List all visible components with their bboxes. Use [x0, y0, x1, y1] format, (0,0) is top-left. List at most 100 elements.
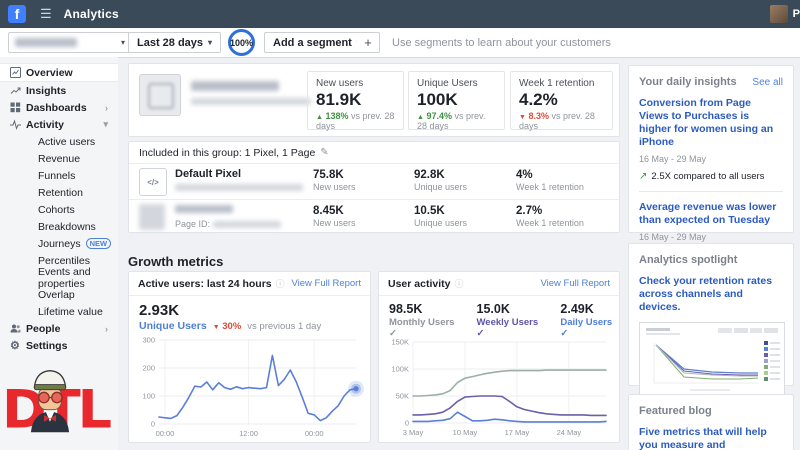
view-full-report-link[interactable]: View Full Report	[540, 278, 610, 289]
caret-down-icon: ▾	[208, 38, 213, 47]
featured-blog-link[interactable]: Five metrics that will help you measure …	[639, 426, 767, 450]
add-segment-plus-button[interactable]: +	[357, 32, 380, 53]
insights-icon	[10, 85, 26, 96]
unique-users-legend: Unique Users	[139, 320, 207, 332]
profile-name[interactable]: P	[792, 8, 800, 20]
sidebar-item-insights[interactable]: Insights	[0, 82, 118, 99]
summary-card-new-users: New users 81.9K ▲ 138% vs prev. 28 days	[307, 71, 404, 131]
sidebar-item-overview[interactable]: Overview	[0, 63, 118, 82]
active-users-chart-card: Active users: last 24 hours ⓘ View Full R…	[128, 271, 371, 443]
delta-down: ▼ 30%	[212, 321, 242, 332]
chevron-right-icon: ›	[105, 323, 108, 334]
svg-text:0: 0	[405, 419, 409, 428]
user-activity-line-chart[interactable]: 3 May 10 May 17 May 24 May 0 50K 100K 150K	[383, 336, 616, 438]
weekly-users-legend[interactable]: 15.0K Weekly Users ✓	[476, 302, 539, 339]
page-id-blurred	[213, 220, 282, 228]
people-icon	[10, 323, 26, 334]
add-segment-dropdown[interactable]: Add a segment ▾	[264, 32, 370, 53]
check-icon: ✓	[560, 328, 569, 339]
check-icon: ✓	[476, 328, 485, 339]
down-arrow-icon: ▼	[212, 324, 220, 331]
page-name-blurred	[175, 205, 233, 213]
svg-text:300: 300	[142, 336, 155, 345]
watermark-logo: DTL	[2, 370, 132, 450]
view-full-report-link[interactable]: View Full Report	[291, 278, 361, 289]
facebook-logo-icon[interactable]: f	[8, 5, 26, 23]
sidebar-item-activity[interactable]: Activity ▾	[0, 116, 118, 133]
svg-text:00:00: 00:00	[156, 429, 175, 438]
insight-link[interactable]: Conversion from Page Views to Purchases …	[639, 97, 774, 148]
sidebar-item-overlap[interactable]: Overlap	[38, 288, 75, 301]
entity-selector-dropdown[interactable]: ▾	[8, 32, 132, 53]
svg-text:12:00: 12:00	[239, 429, 258, 438]
activity-icon	[10, 119, 26, 130]
svg-text:00:00: 00:00	[305, 429, 324, 438]
watermark-cartoon-icon	[30, 370, 70, 433]
dashboards-icon	[10, 102, 26, 113]
edit-pencil-icon[interactable]: ✎	[320, 147, 329, 158]
chevron-down-icon: ▾	[103, 119, 108, 129]
sidebar-item-dashboards[interactable]: Dashboards ›	[0, 99, 118, 116]
entity-name-blurred	[15, 38, 77, 47]
info-icon[interactable]: ⓘ	[275, 279, 285, 289]
gear-icon: ⚙	[10, 340, 20, 352]
match-rate-indicator[interactable]: 100%	[228, 29, 255, 56]
profile-avatar[interactable]	[769, 5, 788, 23]
table-row-default-pixel[interactable]: </> Default Pixel 75.8K New users 92.8K Un…	[129, 164, 619, 200]
see-all-link[interactable]: See all	[752, 77, 783, 88]
down-arrow-icon: ▼	[519, 114, 526, 121]
svg-text:3 May: 3 May	[403, 428, 424, 437]
page-id-label: Page ID:	[175, 219, 211, 229]
svg-text:10 May: 10 May	[453, 428, 478, 437]
svg-text:0: 0	[151, 420, 155, 429]
sidebar-item-active-users[interactable]: Active users	[38, 135, 96, 148]
sidebar-item-revenue[interactable]: Revenue	[38, 152, 81, 165]
daily-insights-panel: Your daily insights See all Conversion f…	[628, 65, 794, 260]
growth-metrics-section-title: Growth metrics	[128, 254, 224, 269]
analytics-spotlight-panel: Analytics spotlight Check your retention…	[628, 243, 794, 398]
insight-link[interactable]: Average revenue was lower than expected …	[639, 201, 777, 226]
top-navigation-bar: f ☰ Analytics P	[0, 0, 800, 28]
svg-text:17 May: 17 May	[505, 428, 530, 437]
sidebar-item-funnels[interactable]: Funnels	[38, 169, 76, 182]
main-content: New users 81.9K ▲ 138% vs prev. 28 days …	[118, 57, 800, 450]
divider	[639, 191, 783, 192]
insight-date: 16 May - 29 May	[639, 154, 707, 164]
svg-text:100K: 100K	[391, 365, 409, 374]
sidebar-item-breakdowns[interactable]: Breakdowns	[38, 220, 96, 233]
entity-avatar-blurred	[139, 74, 181, 116]
sidebar-item-percentiles[interactable]: Percentiles	[38, 254, 90, 267]
info-icon[interactable]: ⓘ	[454, 279, 464, 289]
date-range-dropdown[interactable]: Last 28 days ▾	[128, 32, 222, 53]
spotlight-link[interactable]: Check your retention rates across channe…	[639, 275, 773, 313]
hamburger-menu-icon[interactable]: ☰	[40, 6, 52, 21]
entity-subtitle-blurred	[191, 98, 311, 105]
table-row-page[interactable]: Page ID: 8.45K New users 10.5K Unique user…	[129, 200, 619, 235]
spotlight-chart-thumbnail[interactable]	[639, 322, 785, 398]
sidebar-item-settings[interactable]: ⚙ Settings	[10, 339, 68, 353]
summary-card-unique-users: Unique Users 100K ▲ 97.4% vs prev. 28 da…	[408, 71, 505, 131]
entity-summary-card: New users 81.9K ▲ 138% vs prev. 28 days …	[128, 63, 620, 137]
featured-blog-panel: Featured blog Five metrics that will hel…	[628, 394, 794, 450]
sidebar-item-journeys[interactable]: Journeys NEW	[0, 235, 118, 252]
sidebar-item-cohorts[interactable]: Cohorts	[38, 203, 75, 216]
active-users-value: 2.93K	[139, 302, 180, 319]
featured-blog-title: Featured blog	[639, 405, 712, 417]
segments-hint-text: Use segments to learn about your custome…	[392, 37, 611, 49]
daily-insights-title: Your daily insights	[639, 76, 737, 88]
app-title: Analytics	[63, 7, 119, 21]
group-membership-card: Included in this group: 1 Pixel, 1 Page …	[128, 141, 620, 233]
user-activity-chart-card: User activity ⓘ View Full Report 98.5K Mo…	[378, 271, 620, 443]
insight-date: 16 May - 29 May	[639, 232, 707, 242]
svg-text:200: 200	[142, 364, 155, 373]
group-note: Included in this group: 1 Pixel, 1 Page …	[129, 142, 619, 164]
monthly-users-legend[interactable]: 98.5K Monthly Users ✓	[389, 302, 455, 339]
sidebar-item-events-and-properties[interactable]: Events and properties	[38, 265, 91, 290]
check-icon: ✓	[389, 328, 397, 339]
sidebar-item-retention[interactable]: Retention	[38, 186, 83, 199]
svg-text:150K: 150K	[391, 338, 409, 347]
sidebar-item-lifetime-value[interactable]: Lifetime value	[38, 305, 103, 318]
daily-users-legend[interactable]: 2.49K Daily Users ✓	[560, 302, 613, 339]
sidebar-item-people[interactable]: People ›	[0, 320, 118, 337]
